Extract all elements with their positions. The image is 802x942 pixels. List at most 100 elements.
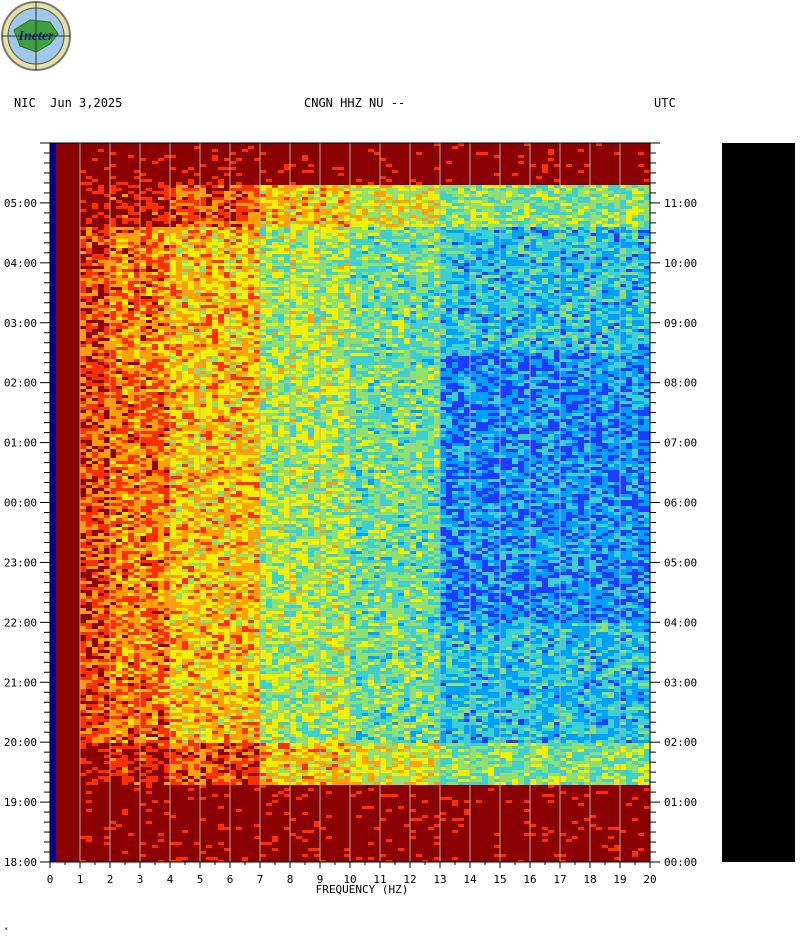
heatmap-cell <box>128 206 135 210</box>
heatmap-cell <box>380 239 387 243</box>
heatmap-cell <box>578 278 585 282</box>
heatmap-cell <box>140 236 147 240</box>
heatmap-cell <box>530 245 537 249</box>
heatmap-cell <box>392 257 399 261</box>
heatmap-cell <box>440 215 447 219</box>
heatmap-cell <box>626 248 633 252</box>
heatmap-cell <box>122 206 129 210</box>
heatmap-cell <box>278 176 285 180</box>
heatmap-cell <box>452 146 459 150</box>
heatmap-cell <box>560 281 567 285</box>
heatmap-cell <box>170 236 177 240</box>
heatmap-cell <box>110 209 117 213</box>
heatmap-cell <box>566 248 573 252</box>
heatmap-cell <box>122 224 129 228</box>
heatmap-cell <box>470 185 477 189</box>
heatmap-cell <box>212 197 219 201</box>
heatmap-cell <box>248 146 255 150</box>
heatmap-cell <box>446 257 453 261</box>
heatmap-cell <box>416 278 423 282</box>
heatmap-cell <box>422 248 429 252</box>
heatmap-cell <box>290 230 297 234</box>
heatmap-cell <box>152 260 159 264</box>
heatmap-cell <box>602 164 609 168</box>
heatmap-cell <box>626 275 633 279</box>
heatmap-cell <box>182 179 189 183</box>
heatmap-cell <box>410 230 417 234</box>
heatmap-cell <box>212 152 219 156</box>
heatmap-cell <box>80 167 87 171</box>
heatmap-cell <box>398 254 405 258</box>
heatmap-cell <box>206 251 213 255</box>
heatmap-cell <box>200 188 207 192</box>
heatmap-cell <box>416 275 423 279</box>
heatmap-cell <box>476 158 483 162</box>
heatmap-cell <box>440 236 447 240</box>
heatmap-cell <box>398 218 405 222</box>
heatmap-cell <box>410 272 417 276</box>
heatmap-cell <box>170 281 177 285</box>
heatmap-cell <box>596 197 603 201</box>
heatmap-cell <box>182 281 189 285</box>
heatmap-cell <box>206 167 213 171</box>
heatmap-cell <box>446 143 453 147</box>
heatmap-cell <box>326 215 333 219</box>
heatmap-cell <box>518 245 525 249</box>
heatmap-cell <box>548 227 555 231</box>
heatmap-cell <box>620 146 627 150</box>
heatmap-cell <box>296 260 303 264</box>
heatmap-cell <box>212 227 219 231</box>
heatmap-cell <box>308 263 315 267</box>
heatmap-cell <box>488 287 495 291</box>
heatmap-cell <box>290 275 297 279</box>
heatmap-cell <box>50 287 57 291</box>
heatmap-cell <box>548 212 555 216</box>
heatmap-cell <box>242 251 249 255</box>
heatmap-cell <box>80 266 87 270</box>
heatmap-cell <box>146 290 153 294</box>
heatmap-cell <box>422 254 429 258</box>
heatmap-cell <box>176 182 183 186</box>
heatmap-cell <box>248 257 255 261</box>
heatmap-cell <box>200 230 207 234</box>
heatmap-cell <box>200 272 207 276</box>
heatmap-cell <box>272 284 279 288</box>
heatmap-cell <box>548 284 555 288</box>
heatmap-cell <box>116 263 123 267</box>
heatmap-cell <box>146 182 153 186</box>
heatmap-cell <box>422 269 429 273</box>
heatmap-cell <box>62 176 69 180</box>
heatmap-cell <box>86 290 93 294</box>
heatmap-cell <box>110 275 117 279</box>
heatmap-cell <box>146 248 153 252</box>
heatmap-cell <box>506 284 513 288</box>
heatmap-cell <box>176 161 183 165</box>
heatmap-cell <box>488 278 495 282</box>
heatmap-cell <box>368 281 375 285</box>
heatmap-cell <box>272 221 279 225</box>
heatmap-cell <box>152 215 159 219</box>
heatmap-cell <box>386 248 393 252</box>
heatmap-cell <box>596 239 603 243</box>
heatmap-cell <box>536 218 543 222</box>
heatmap-cell <box>146 278 153 282</box>
heatmap-cell <box>122 170 129 174</box>
heatmap-cell <box>578 167 585 171</box>
heatmap-cell <box>86 143 93 147</box>
heatmap-cell <box>506 275 513 279</box>
heatmap-cell <box>632 221 639 225</box>
heatmap-cell <box>386 269 393 273</box>
heatmap-cell <box>338 179 345 183</box>
heatmap-cell <box>518 278 525 282</box>
heatmap-cell <box>380 185 387 189</box>
heatmap-cell <box>446 164 453 168</box>
heatmap-cell <box>542 281 549 285</box>
heatmap-cell <box>578 197 585 201</box>
heatmap-cell <box>608 194 615 198</box>
heatmap-cell <box>182 275 189 279</box>
heatmap-cell <box>566 278 573 282</box>
heatmap-cell <box>440 146 447 150</box>
heatmap-cell <box>320 143 327 147</box>
heatmap-cell <box>386 164 393 168</box>
heatmap-cell <box>218 236 225 240</box>
